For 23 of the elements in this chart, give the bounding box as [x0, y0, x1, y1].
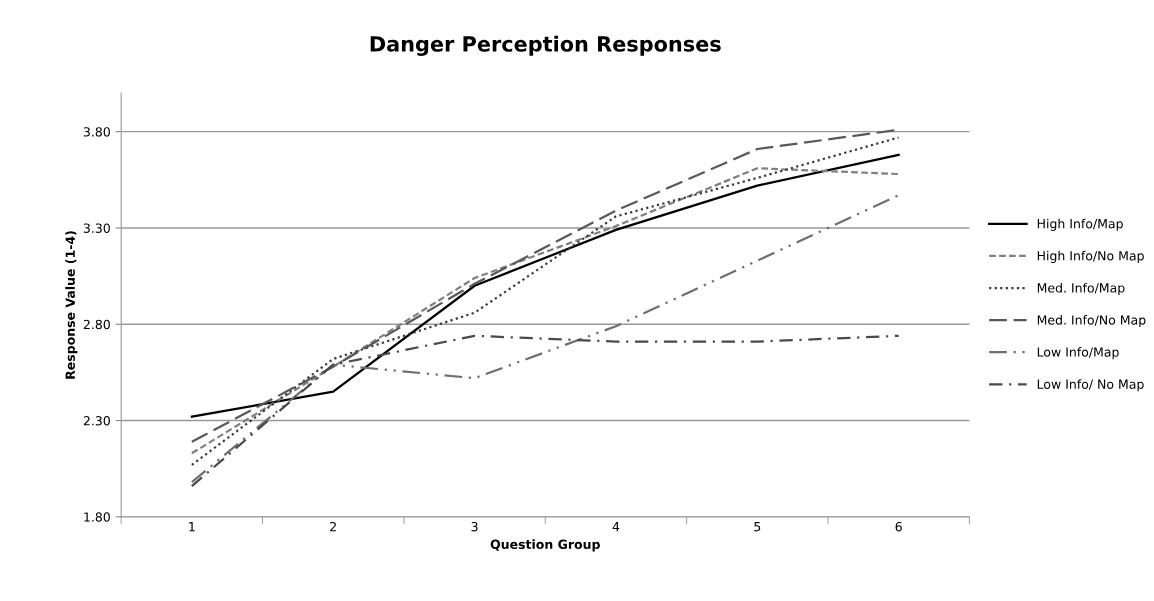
legend-label: Low Info/ No Map	[1037, 379, 1144, 392]
x-axis-title: Question Group	[490, 539, 600, 552]
line-series	[190, 334, 900, 488]
y-tick-label: 3.80	[83, 127, 110, 137]
y-tick-label: 3.30	[83, 223, 110, 233]
x-tick-label: 2	[330, 521, 336, 532]
legend-label: High Info/No Map	[1037, 250, 1144, 263]
chart-title: Danger Perception Responses	[370, 35, 721, 56]
x-tick-label: 4	[612, 522, 620, 532]
legend-label: Med. Info/No Map	[1037, 315, 1146, 328]
line-series	[190, 194, 900, 484]
y-axis-title: Response Value (1-4)	[65, 231, 78, 379]
y-tick-label: 2.30	[83, 416, 110, 426]
legend-label: High Info/Map	[1037, 218, 1123, 231]
x-tick-label: 5	[754, 522, 761, 532]
legend-label: Low Info/Map	[1037, 347, 1119, 360]
y-tick-label: 2.80	[83, 319, 110, 330]
y-tick-label: 1.80	[84, 512, 110, 522]
legend-label: Med. Info/Map	[1037, 282, 1125, 296]
x-tick-label: 1	[189, 522, 195, 532]
x-tick-label: 3	[471, 521, 478, 532]
line-series	[190, 153, 900, 418]
x-tick-label: 6	[895, 521, 902, 532]
